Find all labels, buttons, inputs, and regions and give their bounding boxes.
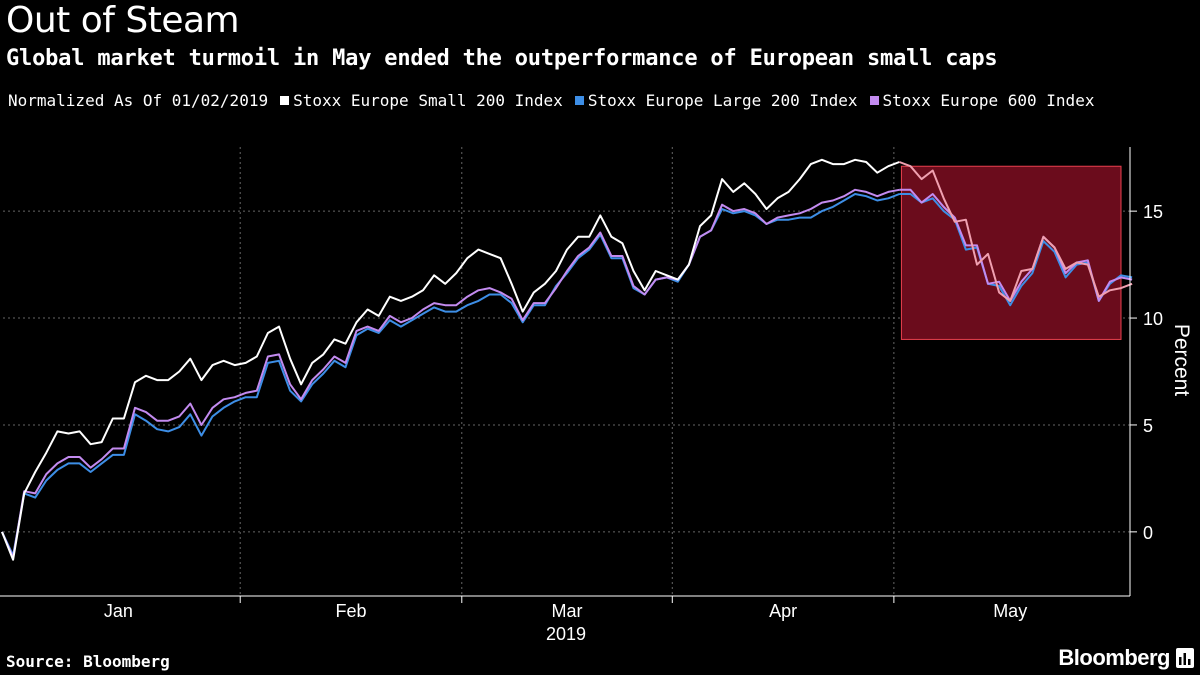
legend-item-stoxx600: Stoxx Europe 600 Index <box>869 91 1095 110</box>
y-tick-label-5: 5 <box>1143 416 1153 436</box>
series-line-small-highlighted <box>899 161 1133 302</box>
source-note: Source: Bloomberg <box>6 652 170 671</box>
y-tick-label-0: 0 <box>1143 523 1153 543</box>
bloomberg-terminal-icon <box>1176 648 1194 668</box>
series-line-small <box>1 158 900 561</box>
y-tick-label-10: 10 <box>1143 309 1163 329</box>
series-layer <box>1 158 1133 561</box>
x-tick-label-feb: Feb <box>335 601 366 621</box>
x-tick-label-may: May <box>993 601 1027 621</box>
legend-label-small: Stoxx Europe Small 200 Index <box>293 91 563 110</box>
legend-swatch-stoxx600 <box>869 96 879 105</box>
x-axis-year-label: 2019 <box>546 624 586 644</box>
legend-item-large: Stoxx Europe Large 200 Index <box>574 91 858 110</box>
x-tick-label-apr: Apr <box>769 601 797 621</box>
y-axis-label: Percent <box>1170 324 1193 397</box>
legend-swatch-large <box>574 96 584 105</box>
x-tick-label-mar: Mar <box>552 601 583 621</box>
legend: Normalized As Of 01/02/2019 Stoxx Europe… <box>8 91 1106 110</box>
chart-title: Out of Steam <box>6 0 240 41</box>
legend-swatch-small <box>280 96 290 105</box>
legend-note: Normalized As Of 01/02/2019 <box>8 91 269 110</box>
legend-label-large: Stoxx Europe Large 200 Index <box>587 91 858 110</box>
y-tick-label-15: 15 <box>1143 202 1163 222</box>
x-tick-label-jan: Jan <box>104 601 133 621</box>
legend-label-stoxx600: Stoxx Europe 600 Index <box>882 91 1095 110</box>
chart-subtitle: Global market turmoil in May ended the o… <box>6 46 998 71</box>
series-line-stoxx600 <box>1 188 900 559</box>
legend-item-small: Stoxx Europe Small 200 Index <box>280 91 563 110</box>
highlight-box <box>900 165 1122 340</box>
brand-logo-text: Bloomberg <box>1058 645 1170 670</box>
series-line-large <box>1 193 900 557</box>
axis-layer: 0 5 10 15 Jan Feb Mar Apr May <box>0 147 1163 621</box>
highlight-layer <box>900 165 1122 340</box>
